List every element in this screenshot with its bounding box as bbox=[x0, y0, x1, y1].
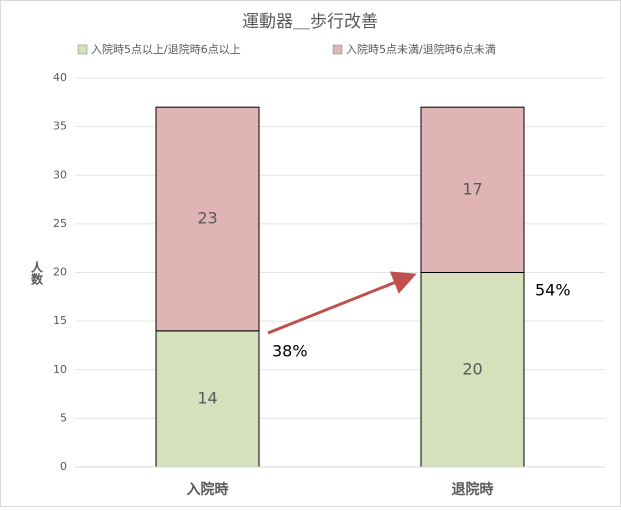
bar-segment bbox=[420, 106, 525, 273]
legend-swatch bbox=[332, 44, 343, 55]
data-label: 17 bbox=[462, 179, 482, 198]
bar-segment bbox=[420, 272, 525, 468]
y-tick-label: 5 bbox=[60, 411, 67, 424]
x-tick-label: 退院時 bbox=[452, 481, 494, 498]
data-label: 23 bbox=[197, 209, 217, 228]
legend-label: 入院時5点以上/退院時6点以上 bbox=[91, 42, 241, 56]
annotation: 54% bbox=[535, 281, 571, 300]
y-tick-label: 0 bbox=[60, 460, 67, 473]
data-label: 14 bbox=[197, 388, 217, 407]
y-tick-label: 30 bbox=[53, 168, 67, 181]
arrow bbox=[267, 271, 417, 335]
bar-segment bbox=[155, 330, 260, 468]
chart-title: 運動器＿歩行改善 bbox=[242, 12, 378, 32]
annotation: 38% bbox=[272, 342, 308, 361]
data-label: 20 bbox=[462, 359, 482, 378]
plot-area: 0 5 10 15 20 25 30 35 40 入院時5点以上/退院時6点以上 入院時5点未満/退… bbox=[53, 42, 605, 498]
bar-segment bbox=[155, 106, 260, 332]
legend-label: 入院時5点未満/退院時6点未満 bbox=[346, 42, 496, 56]
y-axis-label: 人数 bbox=[30, 260, 44, 286]
y-tick-label: 15 bbox=[53, 314, 67, 327]
y-tick-label: 20 bbox=[53, 266, 67, 279]
x-tick-label: 入院時 bbox=[187, 481, 229, 498]
y-tick-label: 40 bbox=[53, 71, 67, 84]
legend-swatch bbox=[77, 44, 88, 55]
y-tick-label: 25 bbox=[53, 217, 67, 230]
y-tick-label: 35 bbox=[53, 120, 67, 133]
y-tick-label: 10 bbox=[53, 363, 67, 376]
